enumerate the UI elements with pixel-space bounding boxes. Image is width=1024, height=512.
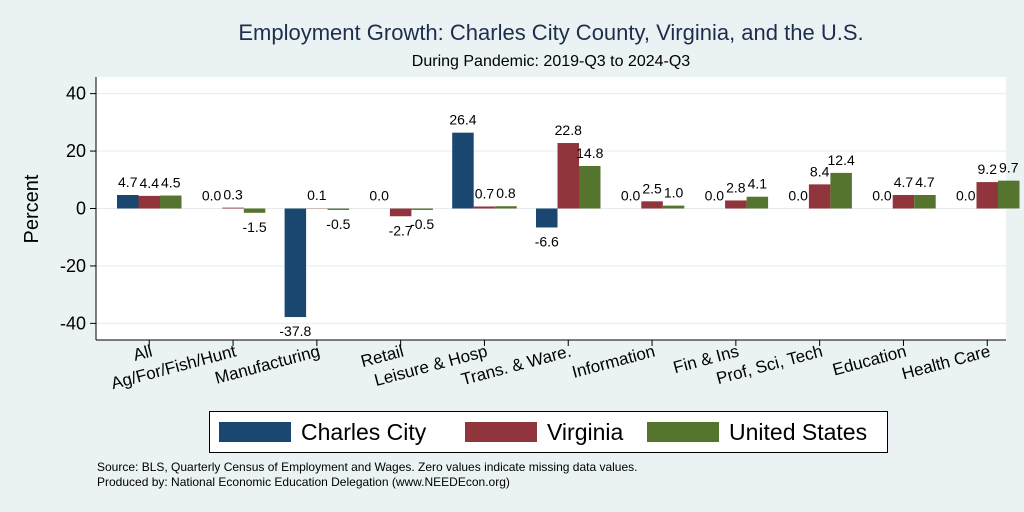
value-label-virginia-retail: -2.7: [389, 222, 413, 238]
bar-charles-city-trans-ware: [536, 208, 558, 228]
legend-swatch-united-states: [647, 422, 719, 442]
bar-virginia-fin-ins: [725, 200, 747, 209]
chart-subtitle: During Pandemic: 2019-Q3 to 2024-Q3: [412, 53, 690, 70]
value-label-charles-city-leisure-hosp: 26.4: [449, 112, 476, 128]
value-label-united-states-manufacturing: -0.5: [326, 216, 350, 232]
produced-by-note: Produced by: National Economic Education…: [97, 475, 510, 489]
value-label-charles-city-ag-for-fish-hunt: 0.0: [202, 188, 222, 204]
legend-swatch-charles-city: [219, 422, 291, 442]
value-label-charles-city-trans-ware: -6.6: [535, 233, 559, 249]
legend-item-charles-city: Charles City: [219, 419, 426, 445]
value-label-virginia-health-care: 9.2: [978, 161, 998, 177]
bar-united-states-ag-for-fish-hunt: [243, 208, 266, 213]
value-label-united-states-all: 4.5: [161, 175, 181, 191]
bar-virginia-all: [138, 195, 160, 209]
value-label-virginia-manufacturing: 0.1: [307, 187, 327, 203]
value-label-united-states-fin-ins: 4.1: [748, 176, 768, 192]
legend-item-united-states: United States: [647, 419, 867, 445]
value-label-virginia-education: 4.7: [894, 174, 914, 190]
bar-united-states-prof-sci-tech: [830, 172, 852, 209]
value-labels: 4.7 4.4 4.50.0 0.3-1.5-37.80.1-0.50.0-2.7-0…: [118, 112, 1019, 339]
bar-virginia-retail: [389, 208, 412, 217]
bar-charles-city-leisure-hosp: [452, 132, 474, 209]
bar-charles-city-all: [117, 195, 139, 209]
bar-virginia-education: [892, 195, 915, 209]
value-label-united-states-trans-ware: 14.8: [576, 145, 603, 161]
category-label-health-care: Health Care: [900, 342, 993, 384]
value-label-charles-city-information: 0.0: [621, 188, 641, 204]
bar-virginia-prof-sci-tech: [808, 184, 831, 209]
value-label-charles-city-manufacturing: -37.8: [279, 323, 311, 339]
legend-label-virginia: Virginia: [547, 418, 624, 445]
y-axis-label: Percent: [21, 174, 43, 243]
bar-united-states-fin-ins: [746, 196, 769, 209]
y-tick-label: 0: [76, 199, 86, 219]
value-label-united-states-information: 1.0: [664, 185, 684, 201]
source-note: Source: BLS, Quarterly Census of Employm…: [97, 460, 638, 474]
category-label-education: Education: [831, 342, 909, 380]
category-label-information: Information: [570, 342, 657, 382]
y-tick-label: -40: [60, 313, 86, 333]
bar-united-states-retail: [411, 208, 433, 210]
legend: Charles City Virginia United States: [209, 411, 888, 453]
bar-united-states-manufacturing: [327, 208, 350, 210]
value-label-charles-city-education: 0.0: [872, 188, 892, 204]
value-label-charles-city-retail: 0.0: [369, 188, 389, 204]
value-label-united-states-leisure-hosp: 0.8: [496, 185, 516, 201]
y-axis-ticks: -40 -20 0 20 40: [60, 84, 96, 333]
y-tick-label: 40: [66, 84, 86, 104]
bar-virginia-trans-ware: [557, 143, 579, 209]
value-label-virginia-leisure-hosp: 0.7: [475, 185, 495, 201]
bar-virginia-ag-for-fish-hunt: [222, 207, 244, 209]
value-label-virginia-ag-for-fish-hunt: 0.3: [223, 187, 243, 203]
bars: [117, 132, 1020, 318]
legend-label-charles-city: Charles City: [301, 418, 427, 445]
category-label-all: All: [131, 342, 154, 365]
value-label-charles-city-fin-ins: 0.0: [705, 188, 725, 204]
value-label-united-states-health-care: 9.7: [999, 160, 1019, 176]
bar-virginia-leisure-hosp: [473, 206, 496, 209]
value-label-charles-city-prof-sci-tech: 0.0: [788, 188, 808, 204]
bar-united-states-trans-ware: [579, 165, 601, 209]
bar-united-states-all: [160, 195, 182, 209]
legend-swatch-virginia: [465, 422, 537, 442]
bar-united-states-education: [914, 195, 936, 209]
value-label-united-states-retail: -0.5: [410, 216, 434, 232]
legend-item-virginia: Virginia: [465, 419, 623, 445]
value-label-virginia-information: 2.5: [642, 180, 662, 196]
chart-title: Employment Growth: Charles City County, …: [238, 20, 863, 45]
value-label-virginia-all: 4.4: [140, 175, 160, 191]
value-label-united-states-ag-for-fish-hunt: -1.5: [242, 219, 266, 235]
value-label-virginia-prof-sci-tech: 8.4: [810, 163, 830, 179]
bar-united-states-information: [662, 205, 685, 209]
bar-united-states-leisure-hosp: [495, 206, 517, 209]
y-tick-label: -20: [60, 256, 86, 276]
bar-united-states-health-care: [998, 180, 1020, 209]
bar-charles-city-manufacturing: [284, 208, 307, 318]
value-label-charles-city-all: 4.7: [118, 174, 138, 190]
value-label-united-states-prof-sci-tech: 12.4: [828, 152, 855, 168]
value-label-virginia-trans-ware: 22.8: [555, 122, 582, 138]
bar-virginia-information: [641, 201, 663, 209]
value-label-virginia-fin-ins: 2.8: [726, 179, 746, 195]
value-label-charles-city-health-care: 0.0: [956, 188, 976, 204]
value-label-united-states-education: 4.7: [915, 174, 935, 190]
y-tick-label: 20: [66, 141, 86, 161]
legend-label-united-states: United States: [729, 418, 868, 445]
bar-virginia-health-care: [976, 182, 998, 209]
